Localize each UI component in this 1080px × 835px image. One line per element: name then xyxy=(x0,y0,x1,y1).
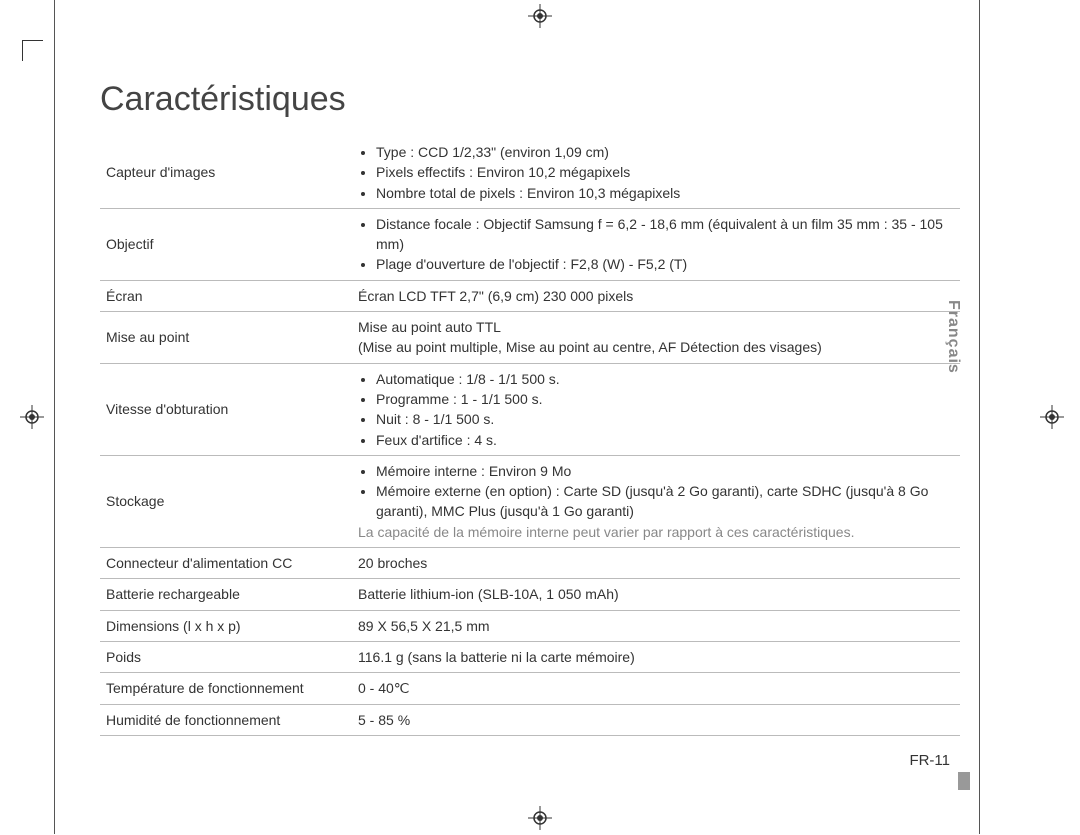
spec-label: Poids xyxy=(100,641,352,672)
spec-bullet-item: Mémoire interne : Environ 9 Mo xyxy=(376,461,954,481)
spec-label: Capteur d'images xyxy=(100,137,352,208)
page-title: Caractéristiques xyxy=(100,80,960,119)
spec-note: La capacité de la mémoire interne peut v… xyxy=(358,522,954,542)
spec-label: Mise au point xyxy=(100,312,352,364)
table-row: Batterie rechargeable Batterie lithium-io… xyxy=(100,579,960,610)
spec-value: Mise au point auto TTL(Mise au point mul… xyxy=(352,312,960,364)
crop-corner-tl xyxy=(22,40,43,61)
spec-value-line: 20 broches xyxy=(358,553,954,573)
registration-mark-bottom xyxy=(528,806,552,830)
page-content: Caractéristiques Capteur d'imagesType : … xyxy=(100,80,960,774)
spec-value: Mémoire interne : Environ 9 MoMémoire ex… xyxy=(352,455,960,547)
spec-value-line: Batterie lithium-ion (SLB-10A, 1 050 mAh… xyxy=(358,584,954,604)
spec-label: Objectif xyxy=(100,208,352,280)
table-row: Capteur d'imagesType : CCD 1/2,33" (envi… xyxy=(100,137,960,208)
crop-line-left xyxy=(54,0,55,834)
spec-value-line: 89 X 56,5 X 21,5 mm xyxy=(358,616,954,636)
spec-value-line: 116.1 g (sans la batterie ni la carte mé… xyxy=(358,647,954,667)
spec-bullets: Distance focale : Objectif Samsung f = 6… xyxy=(358,214,954,275)
spec-bullet-item: Programme : 1 - 1/1 500 s. xyxy=(376,389,954,409)
spec-value: 0 - 40℃ xyxy=(352,673,960,704)
spec-label: Température de fonctionnement xyxy=(100,673,352,704)
table-row: Poids 116.1 g (sans la batterie ni la car… xyxy=(100,641,960,672)
table-row: StockageMémoire interne : Environ 9 MoMé… xyxy=(100,455,960,547)
table-row: Objectif Distance focale : Objectif Samsu… xyxy=(100,208,960,280)
spec-value: Distance focale : Objectif Samsung f = 6… xyxy=(352,208,960,280)
table-row: Mise au pointMise au point auto TTL(Mise… xyxy=(100,312,960,364)
spec-bullet-item: Pixels effectifs : Environ 10,2 mégapixe… xyxy=(376,162,954,182)
spec-value-line: Écran LCD TFT 2,7" (6,9 cm) 230 000 pixe… xyxy=(358,286,954,306)
registration-mark-top xyxy=(528,4,552,28)
table-row: Connecteur d'alimentation CC 20 broches xyxy=(100,548,960,579)
spec-value: 5 - 85 % xyxy=(352,704,960,735)
table-row: Écran Écran LCD TFT 2,7" (6,9 cm) 230 000… xyxy=(100,280,960,311)
crop-line-right xyxy=(979,0,980,834)
spec-label: Vitesse d'obturation xyxy=(100,363,352,455)
spec-bullets: Type : CCD 1/2,33" (environ 1,09 cm)Pixe… xyxy=(358,142,954,203)
spec-bullet-item: Feux d'artifice : 4 s. xyxy=(376,430,954,450)
spec-bullet-item: Nuit : 8 - 1/1 500 s. xyxy=(376,409,954,429)
spec-value: 20 broches xyxy=(352,548,960,579)
spec-label: Stockage xyxy=(100,455,352,547)
spec-label: Écran xyxy=(100,280,352,311)
specifications-table: Capteur d'imagesType : CCD 1/2,33" (envi… xyxy=(100,137,960,736)
spec-label: Batterie rechargeable xyxy=(100,579,352,610)
spec-value-line: (Mise au point multiple, Mise au point a… xyxy=(358,337,954,357)
spec-value: Automatique : 1/8 - 1/1 500 s.Programme … xyxy=(352,363,960,455)
spec-value: Type : CCD 1/2,33" (environ 1,09 cm)Pixe… xyxy=(352,137,960,208)
spec-value-line: 5 - 85 % xyxy=(358,710,954,730)
spec-bullet-item: Mémoire externe (en option) : Carte SD (… xyxy=(376,481,954,522)
spec-bullet-item: Nombre total de pixels : Environ 10,3 mé… xyxy=(376,183,954,203)
spec-value: Batterie lithium-ion (SLB-10A, 1 050 mAh… xyxy=(352,579,960,610)
registration-mark-right xyxy=(1040,405,1064,429)
table-row: Humidité de fonctionnement 5 - 85 % xyxy=(100,704,960,735)
spec-bullet-item: Type : CCD 1/2,33" (environ 1,09 cm) xyxy=(376,142,954,162)
spec-label: Humidité de fonctionnement xyxy=(100,704,352,735)
table-row: Température de fonctionnement 0 - 40℃ xyxy=(100,673,960,704)
registration-mark-left xyxy=(20,405,44,429)
spec-bullets: Mémoire interne : Environ 9 MoMémoire ex… xyxy=(358,461,954,522)
spec-bullets: Automatique : 1/8 - 1/1 500 s.Programme … xyxy=(358,369,954,450)
table-row: Vitesse d'obturationAutomatique : 1/8 - … xyxy=(100,363,960,455)
spec-value-line: Mise au point auto TTL xyxy=(358,317,954,337)
spec-bullet-item: Automatique : 1/8 - 1/1 500 s. xyxy=(376,369,954,389)
spec-label: Connecteur d'alimentation CC xyxy=(100,548,352,579)
spec-value: Écran LCD TFT 2,7" (6,9 cm) 230 000 pixe… xyxy=(352,280,960,311)
spec-bullet-item: Plage d'ouverture de l'objectif : F2,8 (… xyxy=(376,254,954,274)
page-marker-block xyxy=(958,772,970,790)
page-number: FR-11 xyxy=(909,752,950,769)
spec-value: 116.1 g (sans la batterie ni la carte mé… xyxy=(352,641,960,672)
spec-bullet-item: Distance focale : Objectif Samsung f = 6… xyxy=(376,214,954,255)
spec-value: 89 X 56,5 X 21,5 mm xyxy=(352,610,960,641)
spec-label: Dimensions (l x h x p) xyxy=(100,610,352,641)
table-row: Dimensions (l x h x p) 89 X 56,5 X 21,5 m… xyxy=(100,610,960,641)
spec-value-line: 0 - 40℃ xyxy=(358,678,954,698)
